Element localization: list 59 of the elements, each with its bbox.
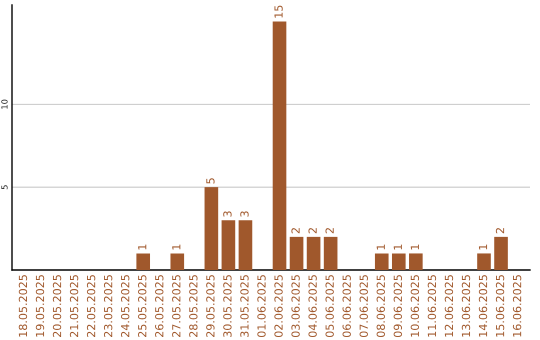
- x-tick-label: 26.05.2025: [155, 275, 164, 337]
- bar: [494, 236, 508, 270]
- data-label: 15: [274, 6, 283, 18]
- bar: [306, 236, 320, 270]
- bar: [222, 220, 236, 270]
- bar: [290, 236, 304, 270]
- bar: [392, 253, 406, 270]
- data-label: 2: [308, 228, 317, 234]
- data-label: 5: [206, 178, 215, 184]
- data-label: 2: [291, 228, 300, 234]
- x-tick-label: 22.05.2025: [86, 275, 96, 337]
- x-tick-label: 31.05.2025: [240, 275, 249, 337]
- bar: [477, 253, 491, 270]
- bar: [272, 22, 286, 270]
- x-tick-label: 21.05.2025: [70, 275, 78, 337]
- x-tick-label: 07.06.2025: [360, 275, 368, 338]
- data-label: 1: [172, 244, 180, 250]
- x-tick-label: 08.06.2025: [376, 275, 385, 338]
- bar: [324, 236, 338, 270]
- data-label: 2: [496, 228, 504, 234]
- x-tick-label: 15.06.2025: [496, 275, 504, 337]
- x-tick-label: 13.06.2025: [462, 275, 470, 337]
- x-tick-label: 25.05.2025: [138, 275, 146, 337]
- data-label: 1: [138, 244, 146, 250]
- x-tick-label: 04.06.2025: [308, 275, 317, 338]
- bar: [170, 253, 184, 270]
- x-tick-label: 28.05.2025: [189, 275, 198, 337]
- x-tick-label: 03.06.2025: [291, 275, 300, 338]
- x-tick-label: 23.05.2025: [104, 275, 112, 337]
- bar: [136, 253, 150, 270]
- x-tick-label: 10.06.2025: [410, 275, 420, 337]
- data-label: 1: [376, 244, 385, 250]
- x-tick-label: 18.05.2025: [18, 275, 28, 337]
- data-label: 1: [394, 244, 402, 250]
- bar: [409, 253, 423, 270]
- x-tick-label: 12.06.2025: [444, 275, 454, 337]
- x-tick-label: 02.06.2025: [274, 275, 283, 338]
- x-tick-label: 27.05.2025: [172, 275, 181, 337]
- data-label: 3: [223, 211, 232, 217]
- x-tick-label: 19.05.2025: [36, 275, 44, 337]
- x-tick-label: 05.06.2025: [325, 275, 334, 338]
- data-label: 2: [325, 228, 334, 234]
- x-tick-label: 14.06.2025: [478, 275, 488, 337]
- x-tick-label: 11.06.2025: [428, 275, 436, 337]
- bar: [204, 187, 218, 270]
- x-tick-label: 06.06.2025: [342, 275, 351, 338]
- bar: [238, 220, 252, 270]
- x-tick-label: 20.05.2025: [52, 275, 62, 337]
- x-tick-label: 29.05.2025: [206, 275, 215, 337]
- data-label: 1: [410, 244, 419, 250]
- bar: [374, 253, 389, 270]
- y-tick-label: 10: [1, 100, 8, 109]
- x-tick-label: 16.06.2025: [512, 275, 522, 337]
- data-label: 3: [240, 211, 249, 217]
- data-label: 1: [478, 244, 488, 250]
- x-tick-label: 09.06.2025: [394, 275, 402, 338]
- x-tick-label: 24.05.2025: [120, 275, 130, 337]
- x-tick-label: 30.05.2025: [223, 275, 232, 337]
- x-tick-label: 01.06.2025: [257, 275, 266, 338]
